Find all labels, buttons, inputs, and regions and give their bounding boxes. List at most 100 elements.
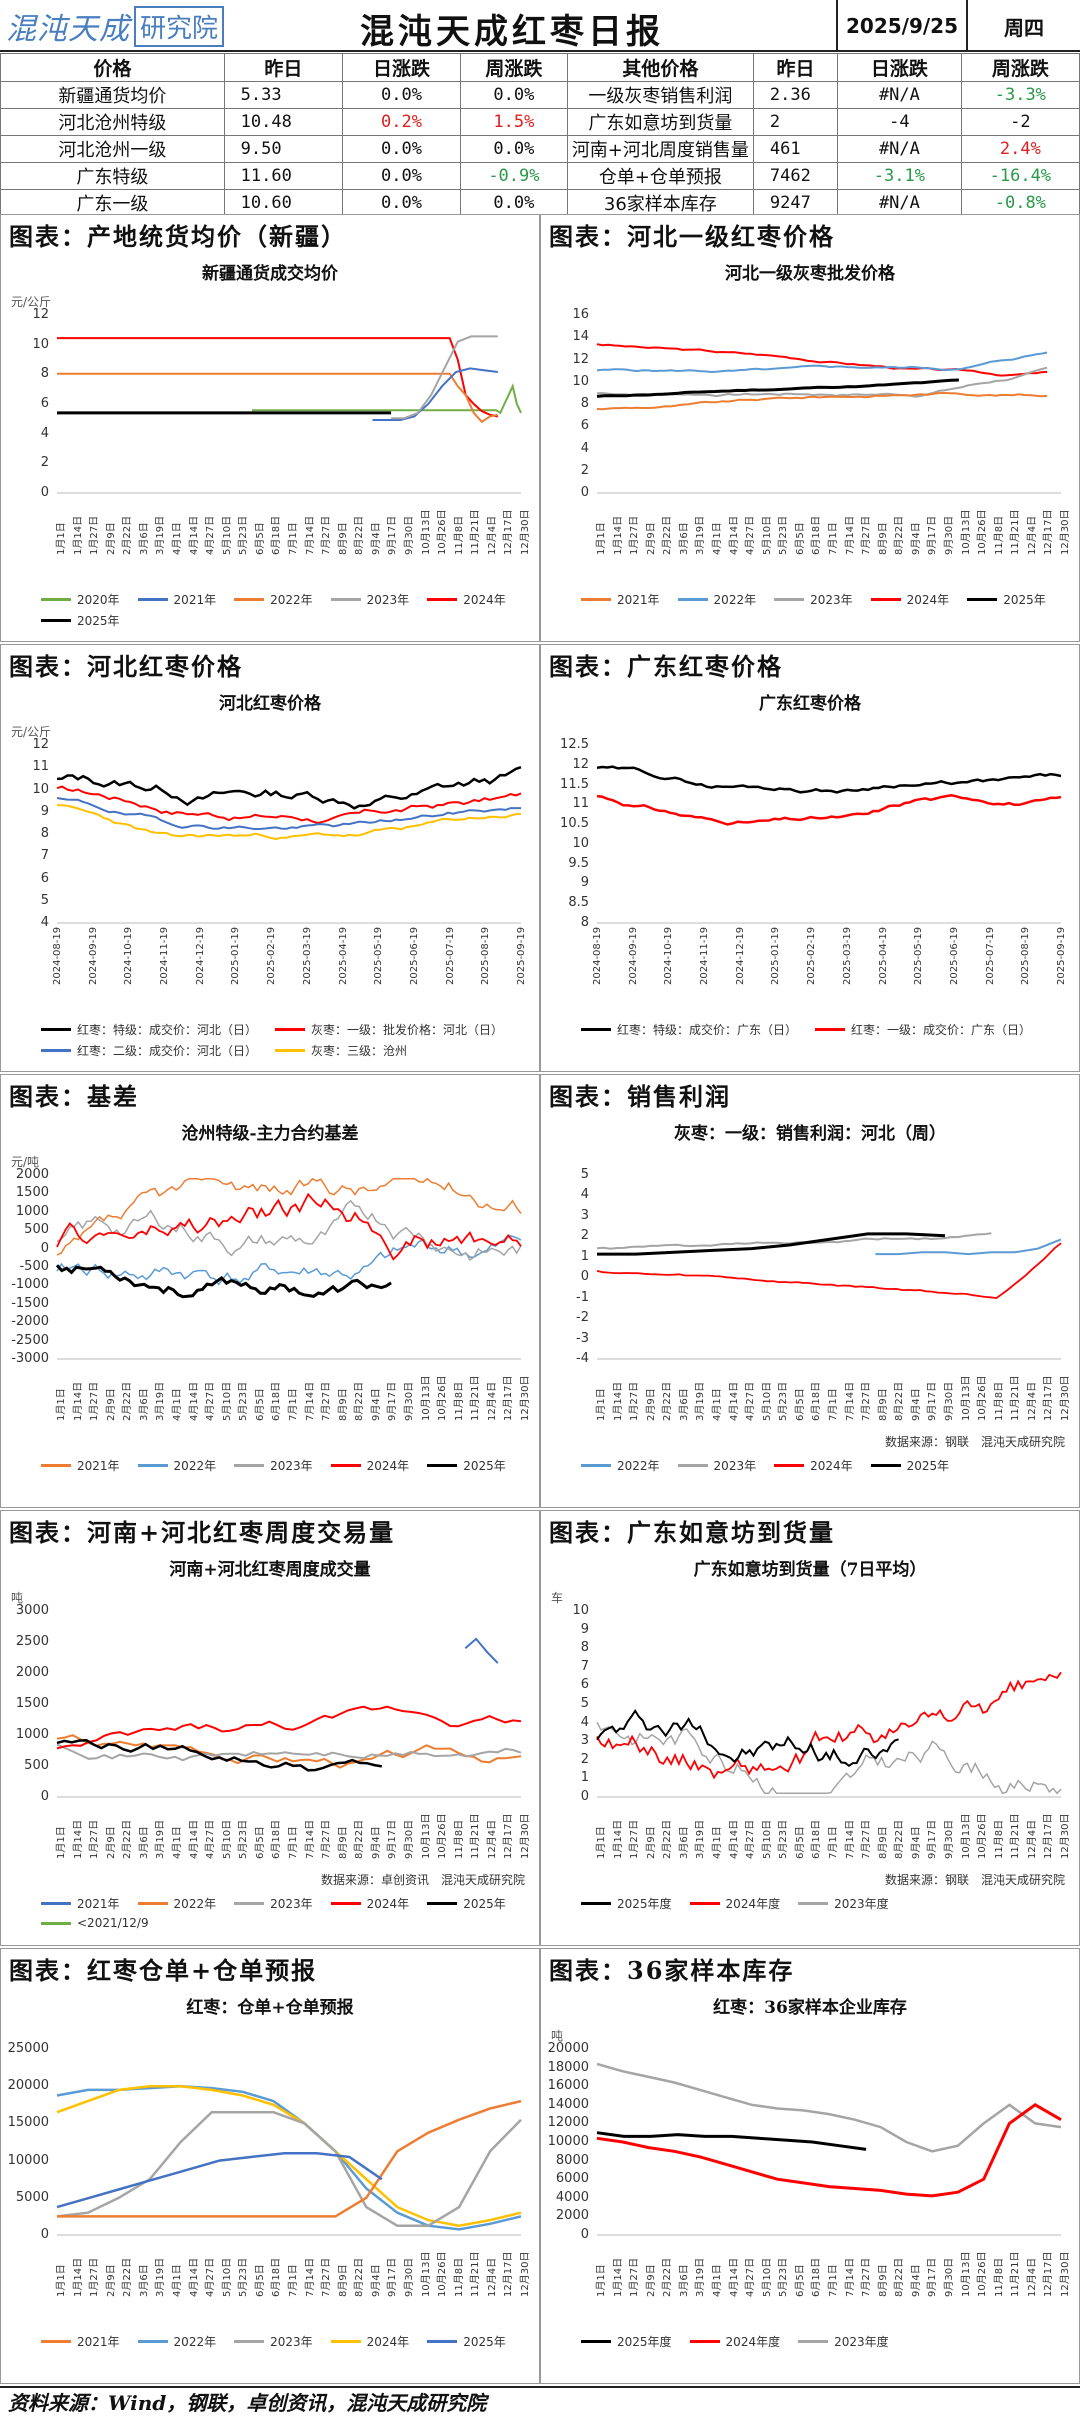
y-tick-label: 2000	[555, 2208, 589, 2224]
x-tick-label: 10月26日	[977, 1813, 989, 1859]
legend-swatch	[581, 1902, 611, 1905]
logo-box: 研究院	[134, 5, 225, 47]
x-tick-label: 3月19日	[155, 1819, 167, 1859]
x-tick-label: 12月4日	[1026, 2257, 1038, 2297]
x-tick-label: 3月19日	[155, 1381, 167, 1421]
col-header: 日涨跌	[837, 53, 962, 82]
chart-source: 数据来源：卓创资讯 混沌天成研究院	[320, 1873, 525, 1887]
x-tick-label: 1月14日	[612, 2257, 624, 2297]
x-tick-label: 9月4日	[370, 2264, 382, 2297]
legend-item: 2021年	[137, 591, 216, 608]
x-tick-label: 3月19日	[155, 2257, 167, 2297]
legend-label: 2022年	[270, 593, 313, 607]
x-tick-label: 9月4日	[370, 1388, 382, 1421]
x-tick-label: 2025-01-19	[770, 926, 782, 985]
chart-panel-c10: 图表：36家样本库存 红枣：36家样本企业库存吨 20000 18000 16000 14…	[540, 1948, 1080, 2384]
legend-swatch	[41, 1902, 71, 1905]
y-tick-label: 0	[40, 1789, 49, 1804]
legend-item: 2025年	[427, 1895, 506, 1912]
x-tick-label: 2025-04-19	[877, 926, 889, 985]
x-tick-label: 2月9日	[645, 522, 657, 555]
x-tick-label: 1月1日	[56, 2264, 67, 2297]
x-tick-label: 9月30日	[404, 515, 415, 555]
section-title: 图表：广东红枣价格	[549, 652, 783, 681]
chart-panel-c7: 图表：河南+河北红枣周度交易量 河南+河北红枣周度成交量吨 3000 2500 2000…	[0, 1510, 540, 1946]
col-header: 昨日	[223, 53, 344, 82]
x-tick-label: 9月4日	[910, 1388, 922, 1421]
series-2022-line	[56, 1234, 522, 1286]
legend-label: 2023年	[270, 1897, 313, 1911]
x-tick-label: 1月14日	[612, 1381, 624, 1421]
legend-swatch	[427, 598, 458, 601]
price-day: 0.0%	[342, 189, 461, 217]
series-2021-line	[372, 367, 498, 421]
y-tick-label: 9	[580, 1621, 589, 1637]
chart-panel-c3: 图表：河北红枣价格 河北红枣价格 元/公斤 12 11 10 9 8 7 6 5 4 2024-08-1…	[0, 644, 540, 1072]
x-tick-label: 8月22日	[894, 1381, 906, 1421]
y-tick-label: 4	[580, 440, 589, 456]
legend-item: 2024年	[870, 591, 949, 608]
chart-panel-c9: 图表：红枣仓单+仓单预报 红枣：仓单+仓单预报 25000 20000 15000 100…	[0, 1948, 540, 2384]
section-title: 图表：基差	[9, 1082, 139, 1111]
legend-swatch	[330, 1464, 361, 1467]
legend-item: 2021年	[41, 2333, 120, 2350]
legend-item: 2021年	[41, 1457, 120, 1474]
x-tick-label: 2025-05-19	[913, 926, 925, 985]
x-tick-label: 1月14日	[612, 515, 624, 555]
legend-swatch	[41, 2340, 71, 2343]
x-tick-label: 3月6日	[138, 2264, 150, 2297]
x-tick-label: 9月17日	[927, 515, 939, 555]
col-header: 周涨跌	[960, 53, 1080, 82]
y-tick-label: 4	[40, 915, 49, 930]
y-tick-label: 11	[572, 796, 589, 812]
x-tick-label: 11月8日	[453, 1819, 465, 1859]
legend-label: 2024年	[810, 1459, 853, 1473]
legend-item: 2023年度	[798, 2333, 889, 2350]
report-weekday: 周四	[966, 0, 1080, 52]
x-tick-label: 3月19日	[155, 515, 167, 555]
legend-item: 2023年	[330, 591, 409, 608]
chart-panel-c1: 图表：产地统货均价（新疆） 新疆通货成交均价 元/公斤 12 10 8 6 4 2 0 1月1日 1月…	[0, 214, 540, 642]
x-tick-label: 4月14日	[188, 515, 200, 555]
legend-label: 2023年	[270, 1459, 313, 1473]
x-tick-label: 8月22日	[354, 1381, 366, 1421]
chart-title: 广东如意坊到货量（7日平均）	[693, 1560, 927, 1580]
series-2023-line	[391, 335, 498, 420]
y-tick-label: 12	[32, 307, 49, 322]
section-title: 图表：河南+河北红枣周度交易量	[9, 1518, 396, 1547]
x-tick-label: 12月17日	[503, 2251, 515, 2297]
legend-swatch	[427, 2340, 458, 2343]
x-tick-label: 4月27日	[205, 2257, 217, 2297]
other-day: #N/A	[837, 135, 962, 163]
x-tick-label: 3月6日	[678, 1826, 690, 1859]
table-row: 广东一级 10.60 0.0% 0.0% 36家样本库存 9247 #N/A -0.8%	[0, 189, 1080, 217]
x-tick-label: 9月4日	[370, 522, 382, 555]
y-tick-label: 1500	[15, 1696, 49, 1711]
price-table: 价格 昨日 日涨跌 周涨跌 其他价格 昨日 日涨跌 周涨跌 新疆通货均价 5.33 0.0% 0.0…	[0, 53, 1080, 217]
price-prev: 11.60	[223, 162, 344, 190]
series-2020-line	[251, 383, 522, 415]
x-tick-label: 1月1日	[596, 1388, 607, 1421]
legend-label: 2025年	[463, 1459, 506, 1473]
legend-item: 2025年	[427, 1457, 506, 1474]
x-tick-label: 8月22日	[354, 1819, 366, 1859]
x-tick-label: 3月19日	[695, 2257, 707, 2297]
x-tick-label: 12月17日	[1043, 2251, 1055, 2297]
series-2023-line	[56, 2110, 522, 2227]
report-date: 2025/9/25	[836, 0, 966, 52]
other-prev: 9247	[752, 189, 839, 217]
series-2024-line	[57, 337, 499, 418]
x-tick-label: 6月18日	[271, 1381, 283, 1421]
x-tick-label: 9月17日	[387, 1381, 399, 1421]
x-tick-label: 4月27日	[205, 515, 217, 555]
x-tick-label: 7月1日	[828, 1388, 839, 1421]
x-tick-label: 8月9日	[877, 522, 889, 555]
y-tick-label: 2	[580, 1751, 589, 1767]
x-tick-label: 4月27日	[745, 515, 757, 555]
legend-label: 2025年	[906, 1459, 950, 1473]
y-tick-label: -3000	[11, 1351, 49, 1366]
chart-title: 沧州特级-主力合约基差	[181, 1124, 359, 1144]
x-tick-label: 7月27日	[861, 2257, 873, 2297]
x-tick-label: 5月23日	[238, 2257, 250, 2297]
x-tick-label: 9月30日	[404, 1819, 415, 1859]
